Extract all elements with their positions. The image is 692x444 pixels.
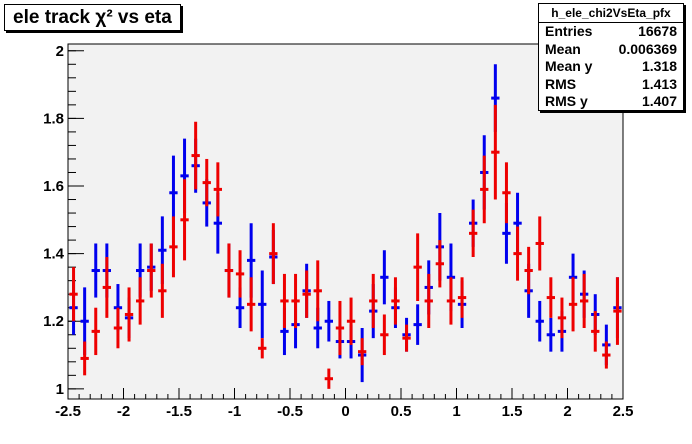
data-point	[113, 307, 123, 349]
stats-histogram-name: h_ele_chi2VsEta_pfx	[539, 4, 683, 23]
data-point	[80, 341, 89, 376]
data-point	[502, 162, 511, 224]
data-marks	[69, 64, 622, 389]
x-tick-label: 0	[341, 403, 349, 420]
data-point	[169, 216, 178, 278]
data-point	[124, 287, 134, 342]
data-point	[480, 155, 489, 224]
data-point	[147, 243, 156, 298]
stats-row-rms-y: RMS y 1.407	[539, 93, 683, 111]
data-point	[524, 246, 533, 295]
stats-value: 1.318	[641, 58, 677, 74]
x-tick-label: -1.5	[166, 403, 192, 420]
data-point	[468, 209, 478, 257]
data-point	[513, 226, 522, 281]
data-point	[258, 270, 267, 339]
data-point	[557, 297, 567, 339]
stats-value: 0.006369	[618, 40, 677, 57]
data-point	[269, 223, 278, 285]
data-point	[191, 121, 200, 190]
data-point	[324, 300, 334, 342]
x-tick-label: -0.5	[277, 403, 303, 420]
data-point	[413, 304, 422, 345]
stats-row-mean: Mean 0.006369	[539, 41, 683, 59]
data-point	[579, 273, 589, 328]
x-tick-label: 0.5	[391, 403, 412, 420]
chart-title: ele track χ² vs eta	[4, 4, 181, 31]
data-point	[369, 273, 378, 328]
data-point	[135, 277, 145, 325]
data-point	[102, 257, 112, 318]
data-point	[424, 273, 433, 328]
y-tick-label: 1.8	[43, 110, 64, 127]
data-point	[91, 307, 100, 356]
stats-row-entries: Entries 16678	[539, 23, 683, 41]
stats-row-mean-y: Mean y 1.318	[539, 58, 683, 76]
data-point	[324, 368, 334, 389]
y-tick-label: 2	[56, 43, 64, 60]
data-point	[246, 277, 256, 332]
y-tick-label: 1	[56, 381, 64, 398]
stats-label: Mean y	[545, 58, 593, 74]
data-point	[546, 277, 556, 318]
x-tick-label: -2	[117, 403, 130, 420]
data-point	[180, 179, 189, 261]
data-point	[380, 250, 389, 305]
data-point	[613, 277, 622, 345]
data-point	[402, 324, 411, 352]
x-tick-label: -2.5	[55, 403, 81, 420]
x-tick-label: 1.5	[502, 403, 523, 420]
data-point	[213, 162, 223, 217]
stats-value: 16678	[638, 23, 677, 39]
data-point	[91, 243, 100, 298]
y-tick-label: 1.6	[43, 178, 64, 195]
stats-value: 1.407	[641, 93, 677, 109]
data-point	[69, 267, 78, 322]
data-point	[391, 277, 400, 325]
data-point	[357, 338, 367, 366]
x-tick-label: 1	[452, 403, 460, 420]
data-point	[591, 311, 600, 352]
data-point	[491, 104, 500, 200]
stats-label: RMS	[545, 75, 577, 92]
x-tick-label: -1	[228, 403, 241, 420]
data-point	[258, 338, 267, 359]
data-point	[280, 273, 289, 328]
data-point	[413, 233, 422, 301]
chart-title-text: ele track χ² vs eta	[13, 7, 172, 28]
stats-row-rms: RMS 1.413	[539, 76, 683, 94]
data-point	[535, 300, 544, 342]
data-point	[224, 243, 234, 298]
stats-label: Mean	[545, 40, 581, 57]
data-point	[446, 277, 456, 325]
stats-label: Entries	[545, 23, 593, 39]
y-tick-label: 1.2	[43, 313, 64, 330]
data-point	[457, 277, 467, 318]
plot-frame	[67, 43, 624, 400]
data-point	[535, 216, 544, 271]
data-point	[346, 297, 356, 345]
data-point	[313, 260, 322, 322]
x-tick-label: 2	[563, 403, 571, 420]
data-point	[602, 341, 611, 369]
stats-box: h_ele_chi2VsEta_pfx Entries 16678 Mean 0…	[538, 3, 684, 111]
stats-value: 1.413	[641, 75, 677, 92]
data-point	[302, 270, 311, 318]
data-point	[235, 250, 245, 298]
y-tick-label: 1.4	[43, 246, 65, 263]
data-point	[380, 314, 389, 356]
axes: -2.5 -2 -1.5 -1 -0.5 0 0.5 1 1.5 2 2.5 1 1.2 1.4 1.6 1.…	[43, 43, 633, 420]
x-tick-label: 2.5	[613, 403, 634, 420]
data-point	[202, 158, 211, 207]
stats-label: RMS y	[545, 93, 588, 109]
data-point	[546, 317, 556, 352]
data-point	[291, 273, 300, 328]
data-point	[568, 277, 578, 332]
data-point	[335, 300, 345, 356]
data-point	[435, 240, 445, 288]
data-point	[158, 263, 167, 318]
